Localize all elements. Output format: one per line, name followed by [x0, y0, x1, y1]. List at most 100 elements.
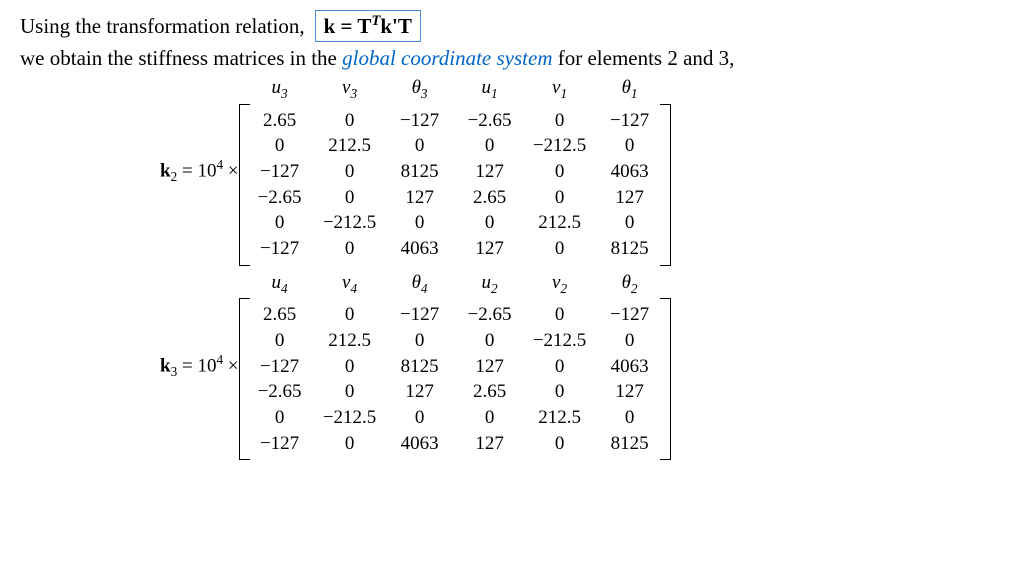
matrix-cell: 8125	[385, 354, 455, 380]
matrix-cell: −127	[245, 236, 315, 262]
matrix-cell: 0	[595, 210, 665, 236]
global-coord-link[interactable]: global coordinate system	[342, 46, 552, 70]
matrix-column-headers: u4v4θ4u2v2θ2	[245, 272, 665, 297]
matrix-cell: −212.5	[315, 405, 385, 431]
matrix-cell: 0	[455, 328, 525, 354]
matrix-cell: 2.65	[455, 185, 525, 211]
matrix-header-cell: θ4	[385, 272, 455, 297]
matrix-cell: 0	[245, 405, 315, 431]
matrix-cell: 212.5	[315, 133, 385, 159]
bracket-right-icon	[660, 104, 671, 266]
bracket-right-icon	[660, 298, 671, 460]
matrix-header-cell: v4	[315, 272, 385, 297]
matrix-cell: 4063	[385, 236, 455, 262]
matrix-cell: 0	[245, 210, 315, 236]
matrix-cell: 0	[525, 108, 595, 134]
matrix-header-cell: θ3	[385, 77, 455, 102]
matrix-cell: 0	[595, 405, 665, 431]
matrix-header-cell: u3	[245, 77, 315, 102]
matrix-cell: 2.65	[245, 108, 315, 134]
matrix-cell: 0	[245, 328, 315, 354]
matrix-cell: 0	[315, 185, 385, 211]
matrix-cell: −127	[595, 302, 665, 328]
matrix-header-cell: θ2	[595, 272, 665, 297]
matrix-cell: 0	[455, 210, 525, 236]
matrix-cell: 2.65	[455, 379, 525, 405]
matrix-cell: 2.65	[245, 302, 315, 328]
matrix-cell: −2.65	[455, 302, 525, 328]
matrix-cell: 0	[315, 108, 385, 134]
matrix-cell: 8125	[595, 431, 665, 457]
matrix-cell: 0	[315, 379, 385, 405]
matrix-cell: −212.5	[525, 133, 595, 159]
matrix-cell: 0	[525, 236, 595, 262]
matrix-header-cell: θ1	[595, 77, 665, 102]
matrix-cell: −127	[245, 431, 315, 457]
matrix-cell: 127	[595, 185, 665, 211]
matrix-cell: 127	[455, 431, 525, 457]
transformation-formula: k = TTk'T	[315, 10, 421, 42]
matrix-cell: 0	[595, 328, 665, 354]
matrix-label: k2 = 104 ×	[160, 157, 239, 185]
matrix-cell: −2.65	[245, 185, 315, 211]
line1-pre: Using the transformation relation,	[20, 14, 305, 39]
matrix-cell: 127	[455, 236, 525, 262]
matrix-cell: 4063	[595, 354, 665, 380]
matrix-block-1: k2 = 104 ×u3v3θ3u1v1θ12.650−127−2.650−12…	[160, 77, 1004, 266]
matrix-cell: 0	[385, 328, 455, 354]
matrix-label: k3 = 104 ×	[160, 352, 239, 380]
line2-post: for elements 2 and 3,	[552, 46, 734, 70]
matrix-cell: 0	[315, 159, 385, 185]
matrix-cell: 0	[455, 405, 525, 431]
matrix-cell: −212.5	[525, 328, 595, 354]
matrix-cell: 0	[245, 133, 315, 159]
matrix-cell: 0	[455, 133, 525, 159]
matrix-cell: 127	[595, 379, 665, 405]
matrix-cell: 0	[525, 379, 595, 405]
matrix-wrap: u3v3θ3u1v1θ12.650−127−2.650−1270212.500−…	[245, 77, 665, 266]
matrix-cell: −127	[385, 302, 455, 328]
matrix-cell: 0	[315, 431, 385, 457]
matrix-cell: −127	[595, 108, 665, 134]
matrix-cell: −127	[245, 159, 315, 185]
matrix-wrap: u4v4θ4u2v2θ22.650−127−2.650−1270212.500−…	[245, 272, 665, 461]
matrix-header-cell: v2	[525, 272, 595, 297]
matrix-cell: 8125	[595, 236, 665, 262]
matrix-cell: −127	[245, 354, 315, 380]
matrix-cell: 212.5	[525, 405, 595, 431]
bracket-left-icon	[239, 298, 250, 460]
matrix-body: 2.650−127−2.650−1270212.500−212.50−12708…	[245, 298, 665, 460]
matrix-cell: 0	[525, 159, 595, 185]
matrix-cell: −212.5	[315, 210, 385, 236]
matrix-header-cell: u4	[245, 272, 315, 297]
matrix-cell: 0	[525, 354, 595, 380]
matrix-cell: 127	[385, 379, 455, 405]
intro-line-1: Using the transformation relation, k = T…	[20, 10, 1004, 42]
matrix-cell: 4063	[595, 159, 665, 185]
matrix-cell: 0	[385, 405, 455, 431]
matrix-header-cell: v1	[525, 77, 595, 102]
matrix-cell: 0	[525, 185, 595, 211]
bracket-left-icon	[239, 104, 250, 266]
matrix-cell: 212.5	[315, 328, 385, 354]
matrix-cell: 127	[455, 159, 525, 185]
matrix-cell: 8125	[385, 159, 455, 185]
matrix-cell: 4063	[385, 431, 455, 457]
matrix-body: 2.650−127−2.650−1270212.500−212.50−12708…	[245, 104, 665, 266]
matrix-column-headers: u3v3θ3u1v1θ1	[245, 77, 665, 102]
matrix-cell: 0	[315, 354, 385, 380]
matrix-cell: 127	[385, 185, 455, 211]
matrix-cell: −127	[385, 108, 455, 134]
matrix-cell: 0	[525, 431, 595, 457]
matrices-container: k2 = 104 ×u3v3θ3u1v1θ12.650−127−2.650−12…	[20, 77, 1004, 460]
matrix-cell: 0	[385, 133, 455, 159]
matrix-cell: 0	[315, 302, 385, 328]
matrix-cell: 0	[525, 302, 595, 328]
matrix-cell: −2.65	[245, 379, 315, 405]
matrix-cell: 0	[315, 236, 385, 262]
matrix-header-cell: v3	[315, 77, 385, 102]
matrix-cell: 127	[455, 354, 525, 380]
matrix-cell: 0	[385, 210, 455, 236]
matrix-block-2: k3 = 104 ×u4v4θ4u2v2θ22.650−127−2.650−12…	[160, 272, 1004, 461]
intro-line-2: we obtain the stiffness matrices in the …	[20, 46, 1004, 71]
